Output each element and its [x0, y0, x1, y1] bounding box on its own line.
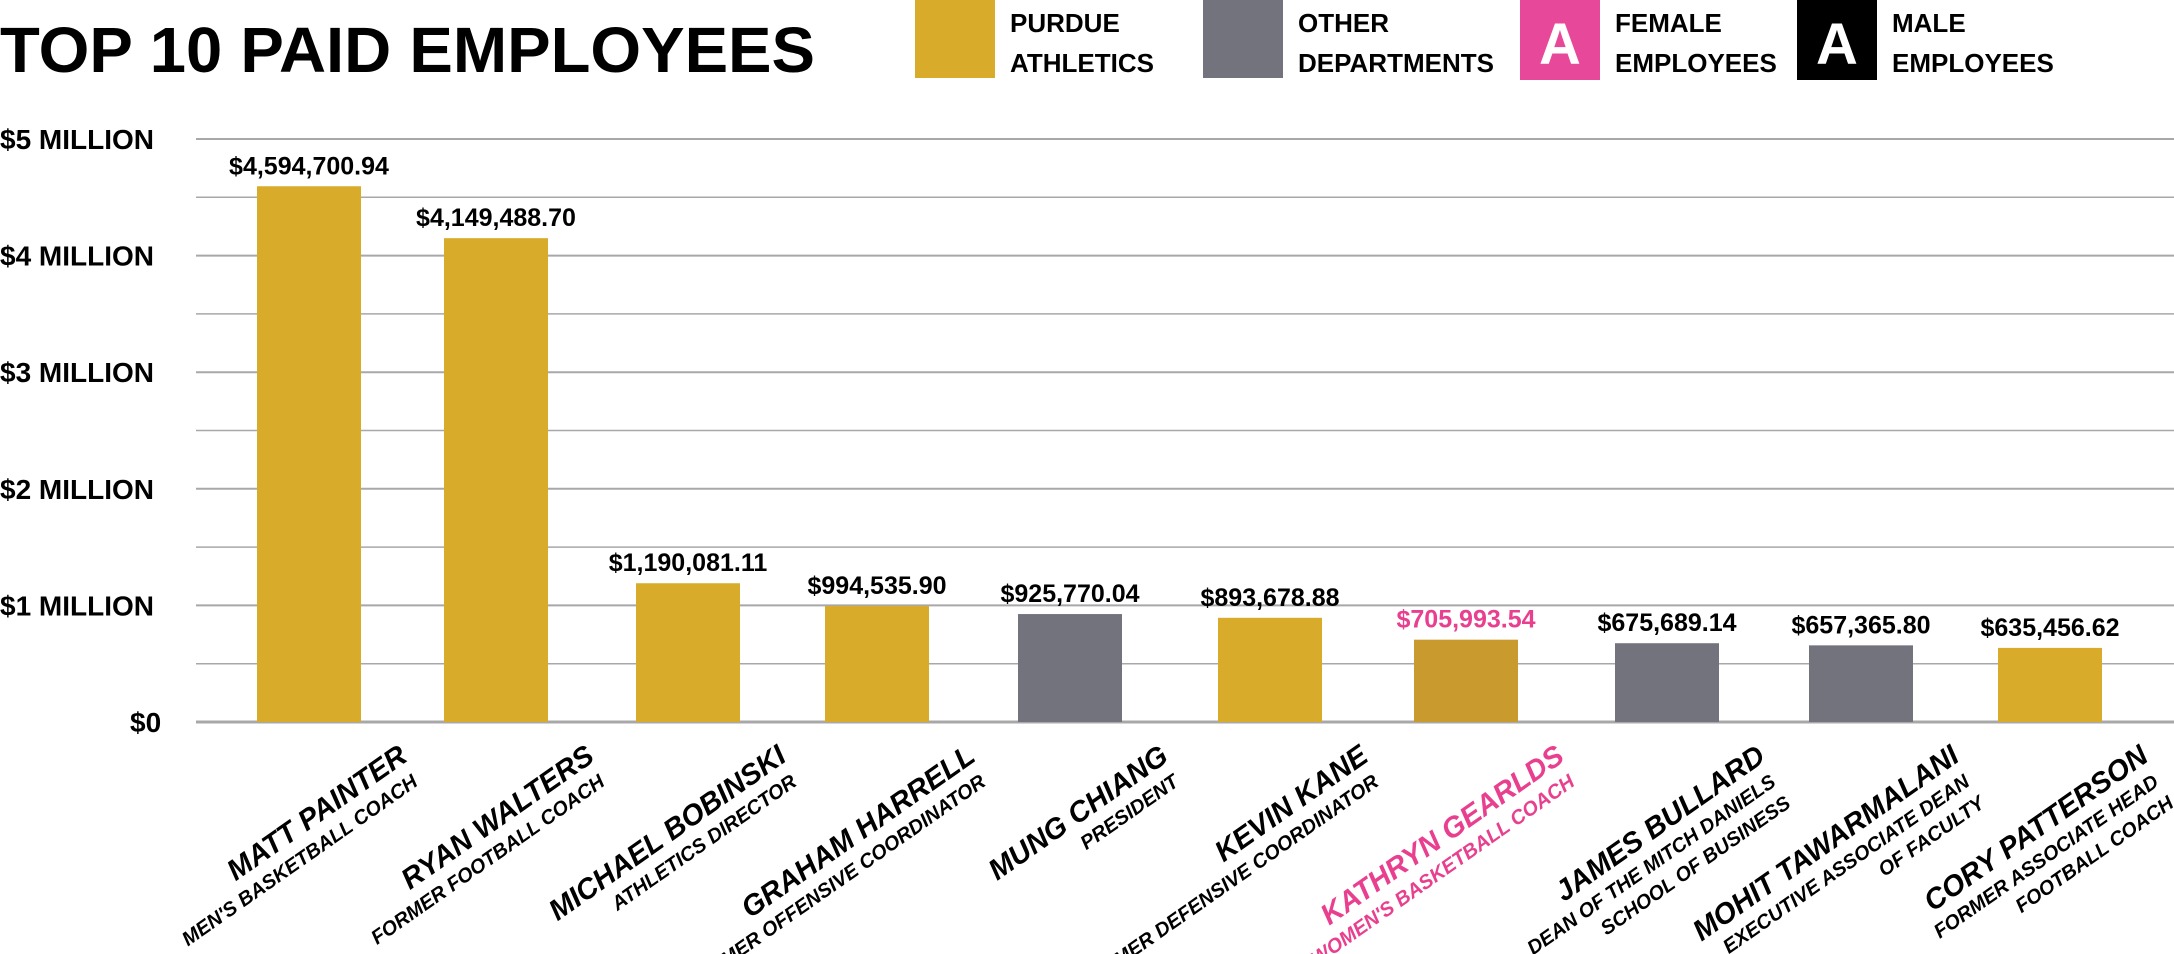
y-tick-label: $5 MILLION [0, 124, 154, 155]
bars: $4,594,700.94 $4,149,488.70 $1,190,081.11 $… [229, 152, 2120, 722]
chart-title: TOP 10 PAID EMPLOYEES [0, 14, 815, 86]
legend-label: OTHER [1298, 8, 1389, 38]
bar-value-label: $994,535.90 [807, 572, 946, 600]
bar-value-label: $635,456.62 [1980, 614, 2119, 642]
bar [1018, 614, 1122, 722]
legend-label: EMPLOYEES [1615, 48, 1777, 78]
bar-value-label: $705,993.54 [1396, 606, 1535, 634]
y-axis: $5 MILLION $4 MILLION $3 MILLION $2 MILLION… [0, 124, 161, 738]
legend-swatch [1520, 0, 1600, 80]
legend-mark-glyph: A [1816, 12, 1858, 77]
legend-swatch [915, 0, 995, 78]
legend-item: A MALE EMPLOYEES [1797, 0, 2054, 80]
legend-item: OTHER DEPARTMENTS [1203, 0, 1494, 78]
bar-value-label: $4,594,700.94 [229, 152, 389, 180]
employee-role: FORMER ASSOCIATE HEAD [1930, 771, 2163, 943]
bar-value-label: $4,149,488.70 [416, 204, 576, 232]
bar [1615, 643, 1719, 722]
legend: PURDUE ATHLETICS OTHER DEPARTMENTS A FEMALE EM… [915, 0, 2054, 80]
bar [1414, 639, 1518, 722]
legend-label: ATHLETICS [1010, 48, 1154, 78]
bar [444, 238, 548, 722]
legend-label: PURDUE [1010, 8, 1120, 38]
bar [1809, 645, 1913, 722]
legend-label: EMPLOYEES [1892, 48, 2054, 78]
legend-item: PURDUE ATHLETICS [915, 0, 1154, 78]
y-tick-label: $4 MILLION [0, 241, 154, 272]
bar-value-label: $657,365.80 [1791, 611, 1930, 639]
legend-mark-glyph: A [1539, 12, 1581, 77]
bar [257, 186, 361, 722]
bar [825, 606, 929, 722]
employee-name: RYAN WALTERS [396, 739, 601, 896]
bar [1218, 617, 1322, 722]
bar-value-label: $893,678.88 [1200, 584, 1339, 612]
legend-swatch [1203, 0, 1283, 78]
bar [1998, 647, 2102, 722]
y-tick-label: $1 MILLION [0, 590, 154, 621]
y-tick-label: $0 [130, 707, 161, 738]
bar [636, 583, 740, 722]
legend-label: MALE [1892, 8, 1966, 38]
legend-label: DEPARTMENTS [1298, 48, 1494, 78]
legend-swatch [1797, 0, 1877, 80]
y-tick-label: $3 MILLION [0, 357, 154, 388]
legend-label: FEMALE [1615, 8, 1722, 38]
bar-value-label: $1,190,081.11 [609, 549, 768, 577]
legend-item: A FEMALE EMPLOYEES [1520, 0, 1777, 80]
bar-value-label: $675,689.14 [1597, 609, 1736, 637]
bar-value-label: $925,770.04 [1000, 580, 1139, 608]
y-tick-label: $2 MILLION [0, 474, 154, 505]
